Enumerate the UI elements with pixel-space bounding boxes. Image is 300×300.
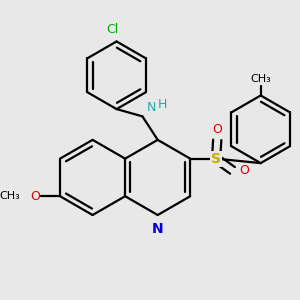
- Text: CH₃: CH₃: [0, 191, 20, 201]
- Text: CH₃: CH₃: [250, 74, 271, 84]
- Text: S: S: [211, 152, 221, 166]
- Text: O: O: [212, 123, 222, 136]
- Text: Cl: Cl: [106, 22, 118, 36]
- Text: H: H: [158, 98, 167, 110]
- Text: O: O: [30, 190, 40, 203]
- Text: N: N: [152, 222, 164, 236]
- Text: O: O: [240, 164, 249, 177]
- Text: N: N: [147, 101, 157, 114]
